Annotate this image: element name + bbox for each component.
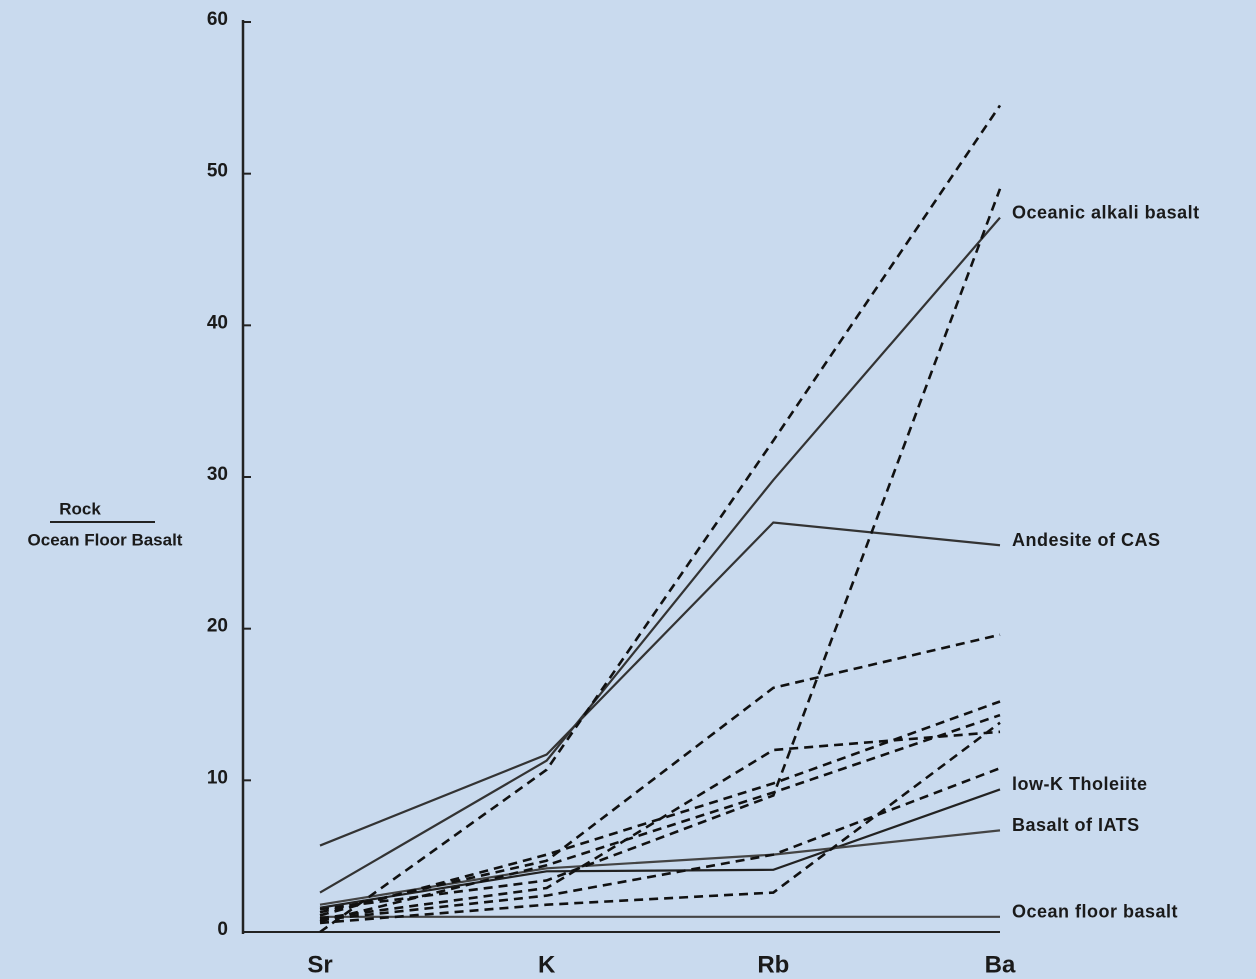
y-tick-label: 10 <box>207 767 228 788</box>
dashed-line <box>319 633 1001 914</box>
series-label: low-K Tholeiite <box>1012 774 1148 794</box>
x-tick-label: K <box>538 951 556 978</box>
y-tick-label: 60 <box>207 9 228 30</box>
y-tick-label: 20 <box>207 616 228 637</box>
line <box>319 829 1001 906</box>
line <box>319 788 1001 909</box>
y-tick-label: 0 <box>217 919 228 940</box>
series-label: Basalt of IATS <box>1012 815 1140 835</box>
dashed-line <box>319 766 1001 922</box>
y-label-numerator: Rock <box>59 499 101 518</box>
y-tick-label: 30 <box>207 464 228 485</box>
x-tick-label: Sr <box>307 951 332 978</box>
dashed-line <box>319 104 1002 934</box>
dashed-line <box>319 188 1002 911</box>
x-tick-label: Rb <box>757 951 789 978</box>
y-label-denominator: Ocean Floor Basalt <box>28 530 183 549</box>
series-label: Andesite of CAS <box>1012 530 1161 550</box>
line <box>319 521 1001 847</box>
x-tick-label: Ba <box>985 951 1016 978</box>
series-label: Oceanic alkali basalt <box>1012 202 1200 222</box>
y-tick-label: 40 <box>207 312 228 333</box>
y-tick-label: 50 <box>207 161 228 182</box>
dashed-line <box>319 721 1001 925</box>
series-label: Ocean floor basalt <box>1012 902 1178 922</box>
line <box>319 216 1001 894</box>
dashed-line <box>319 713 1001 923</box>
dashed-line <box>319 730 1001 920</box>
